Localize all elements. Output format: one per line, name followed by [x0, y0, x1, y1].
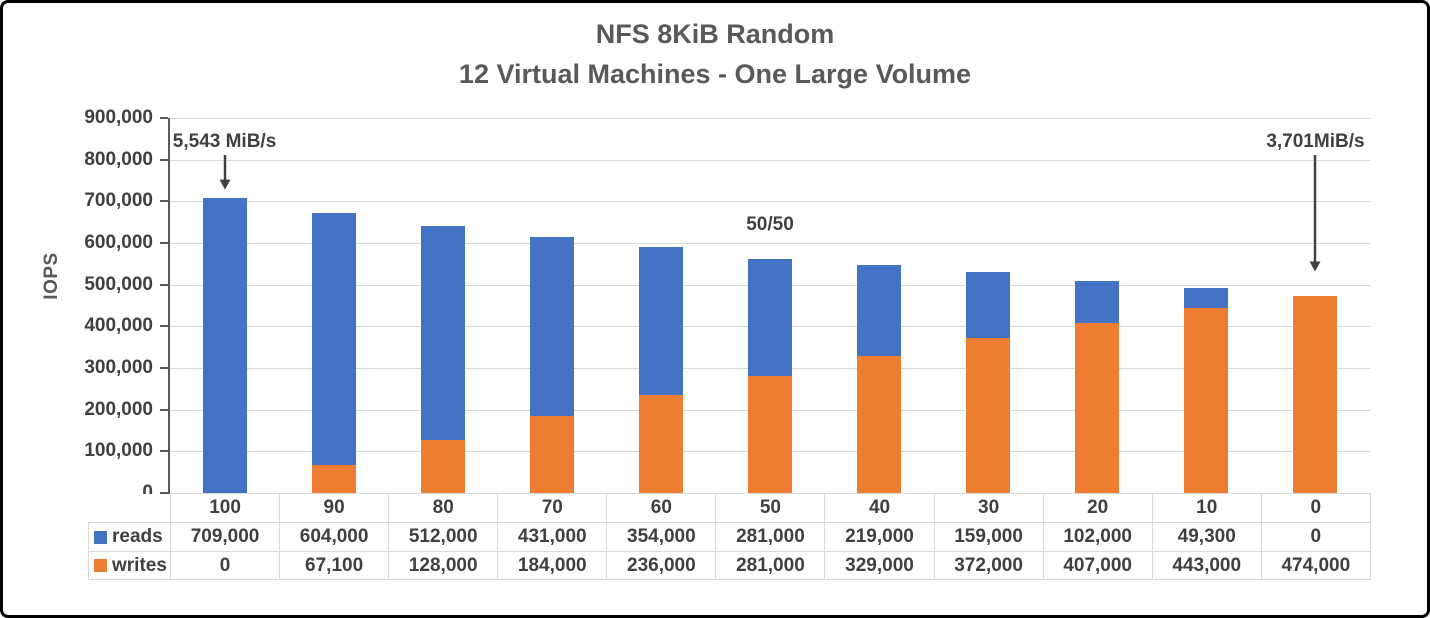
- reads-value-cell: 512,000: [388, 522, 499, 552]
- reads-value-cell: 431,000: [497, 522, 608, 552]
- reads-bar-segment: [638, 247, 683, 395]
- writes-value-cell: 329,000: [824, 551, 935, 580]
- y-axis-line: [168, 118, 170, 494]
- writes-value-cell: 236,000: [606, 551, 717, 580]
- y-axis-tick-label: 700,000: [84, 190, 153, 212]
- writes-value-cell: 281,000: [715, 551, 826, 580]
- y-axis-tick: [160, 492, 168, 494]
- y-axis-tick-label: 900,000: [84, 107, 153, 128]
- reads-value-cell: 604,000: [279, 522, 390, 552]
- reads-value-cell: 0: [1260, 522, 1371, 552]
- y-axis-tick: [160, 325, 168, 328]
- y-axis-tick-label: 200,000: [84, 398, 153, 420]
- reads-value-cell: 102,000: [1042, 522, 1153, 552]
- reads-value-cell: 159,000: [933, 522, 1044, 552]
- gridline: [170, 201, 1370, 203]
- reads-value-cell: 49,300: [1151, 522, 1262, 552]
- reads-bar-segment: [966, 271, 1011, 338]
- category-cell: 20: [1042, 493, 1153, 523]
- writes-value-cell: 474,000: [1260, 551, 1371, 580]
- reads-bar-segment: [748, 258, 792, 376]
- category-cell: 90: [279, 493, 390, 523]
- y-axis-tick-label: 300,000: [84, 357, 153, 378]
- y-axis-tick-label: 400,000: [84, 315, 153, 337]
- legend-writes-label: writes: [112, 554, 167, 576]
- annotation-label: 3,701MiB/s: [1266, 131, 1365, 152]
- writes-bar-segment: [1293, 295, 1338, 493]
- plot-area: [170, 118, 1370, 493]
- y-axis-tick: [160, 450, 168, 453]
- y-axis-tick: [160, 117, 168, 119]
- writes-value-cell: 184,000: [497, 551, 608, 580]
- annotation-label: 50/50: [746, 214, 794, 235]
- writes-bar-segment: [638, 394, 683, 493]
- reads-value-cell: 219,000: [824, 522, 935, 552]
- writes-bar-segment: [857, 355, 902, 493]
- writes-value-cell: 0: [169, 551, 281, 580]
- category-cell: 30: [933, 493, 1044, 523]
- legend-reads-inner: reads: [89, 526, 170, 548]
- legend-writes-inner: writes: [89, 555, 170, 577]
- writes-value-cell: 443,000: [1151, 551, 1262, 580]
- down-arrow-icon: [1307, 155, 1323, 277]
- legend-reads: reads: [88, 522, 171, 552]
- y-axis-tick: [160, 367, 168, 369]
- legend-reads-label: reads: [112, 526, 163, 547]
- writes-bar-segment: [311, 465, 356, 493]
- reads-bar-segment: [311, 213, 356, 466]
- chart-title: NFS 8KiB Random: [595, 19, 835, 49]
- writes-bar-segment: [1075, 323, 1120, 493]
- writes-bar-segment: [1184, 308, 1229, 493]
- category-cell: 60: [606, 493, 717, 523]
- legend-writes: writes: [88, 551, 171, 580]
- writes-value-cell: 128,000: [388, 551, 499, 580]
- category-cell: 0: [1260, 493, 1371, 523]
- title-block: NFS 8KiB Random 12 Virtual Machines - On…: [3, 14, 1427, 94]
- category-cell: 100: [169, 493, 281, 523]
- category-cell: 50: [715, 493, 826, 523]
- y-axis-tick-label: 100,000: [84, 440, 153, 462]
- reads-bar-segment: [529, 236, 574, 417]
- down-arrow-icon: [217, 155, 233, 195]
- table-corner-cell: [88, 493, 171, 523]
- writes-value-cell: 67,100: [279, 551, 390, 580]
- y-axis-tick: [160, 158, 168, 161]
- reads-bar-segment: [1075, 280, 1120, 324]
- reads-value-cell: 709,000: [169, 522, 281, 552]
- chart-subtitle: 12 Virtual Machines - One Large Volume: [458, 59, 972, 89]
- y-axis-tick: [160, 200, 168, 203]
- gridline: [170, 159, 1370, 161]
- gridline: [170, 243, 1370, 244]
- reads-bar-segment: [857, 264, 902, 356]
- writes-value-cell: 372,000: [933, 551, 1044, 580]
- writes-swatch-icon: [94, 559, 107, 572]
- y-axis-tick: [160, 242, 168, 244]
- writes-bar-segment: [748, 375, 792, 493]
- writes-bar-segment: [420, 439, 465, 493]
- annotation-label: 5,543 MiB/s: [172, 131, 277, 152]
- reads-value-cell: 281,000: [715, 522, 826, 552]
- y-axis-tick: [160, 408, 168, 411]
- y-axis-tick-label: 0: [142, 482, 153, 503]
- y-axis-tick-label: 600,000: [84, 232, 153, 253]
- writes-bar-segment: [529, 416, 574, 493]
- category-cell: 70: [497, 493, 608, 523]
- reads-bar-segment: [202, 197, 247, 493]
- gridline: [170, 118, 1370, 119]
- reads-bar-segment: [1184, 287, 1229, 309]
- writes-bar-segment: [966, 338, 1011, 493]
- category-cell: 10: [1151, 493, 1262, 523]
- reads-value-cell: 354,000: [606, 522, 717, 552]
- y-axis-tick-label: 500,000: [84, 273, 153, 295]
- category-cell: 80: [388, 493, 499, 523]
- data-table: 100 90 80 70 60 50 40 30 20 10 0 reads 709,000 604,00…: [88, 493, 1371, 580]
- reads-bar-segment: [420, 226, 465, 440]
- y-axis-tick: [160, 283, 168, 286]
- writes-value-cell: 407,000: [1042, 551, 1153, 580]
- category-cell: 40: [824, 493, 935, 523]
- reads-swatch-icon: [94, 530, 107, 544]
- y-axis-tick-label: 800,000: [84, 148, 153, 170]
